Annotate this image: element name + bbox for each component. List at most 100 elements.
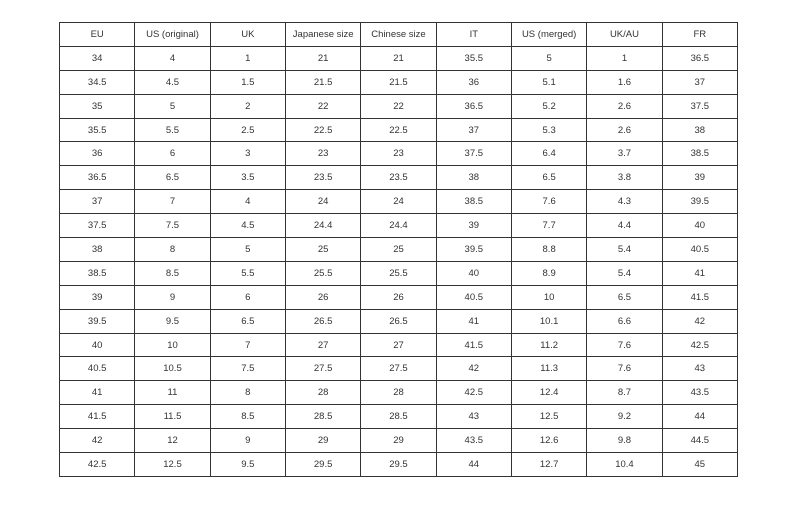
table-cell: 38	[58, 237, 136, 262]
table-cell: 11	[134, 380, 211, 406]
table-cell: 11.2	[510, 332, 588, 358]
table-cell: 39.5	[435, 237, 512, 262]
table-row: 34 4 1 21 21 35.5 5 1 36.5	[58, 45, 739, 71]
table-cell: 4	[134, 45, 211, 71]
table-cell: 36.5	[661, 45, 739, 71]
table-cell: 10.4	[586, 452, 663, 477]
table-cell: 7.5	[209, 356, 286, 382]
table-cell: 12.4	[510, 380, 588, 406]
table-cell: 9	[209, 428, 286, 454]
table-cell: 12.6	[510, 428, 588, 454]
table-cell: 36	[435, 69, 512, 95]
table-cell: 7.7	[510, 213, 588, 239]
table-cell: 8	[134, 237, 211, 262]
table-cell: 28.5	[284, 404, 362, 430]
table-cell: 40	[435, 260, 512, 286]
table-cell: 8	[209, 380, 286, 406]
table-cell: 5	[134, 93, 211, 119]
table-cell: 35	[58, 93, 136, 119]
table-cell: 34.5	[58, 69, 136, 95]
table-cell: 37.5	[661, 93, 739, 119]
table-cell: 3.5	[209, 165, 286, 191]
table-cell: 8.5	[209, 404, 286, 430]
table-cell: 36	[58, 141, 136, 167]
table-cell: 37	[58, 189, 136, 215]
table-cell: 43.5	[661, 380, 739, 406]
table-cell: 11.3	[510, 356, 588, 382]
table-cell: 41.5	[661, 284, 739, 310]
table-cell: 37.5	[435, 141, 512, 167]
table-row: 40 10 7 27 27 41.5 11.2 7.6 42.5	[58, 332, 739, 358]
table-cell: 2.6	[586, 93, 663, 119]
table-cell: 40.5	[435, 284, 512, 310]
table-cell: 12.5	[510, 404, 588, 430]
table-cell: 5.2	[510, 93, 588, 119]
table-row: 37 7 4 24 24 38.5 7.6 4.3 39.5	[58, 189, 739, 215]
table-cell: 29	[360, 428, 437, 454]
column-header: UK	[209, 22, 286, 47]
table-cell: 26.5	[360, 308, 437, 334]
table-cell: 29.5	[284, 452, 362, 477]
table-cell: 39.5	[661, 189, 739, 215]
table-cell: 11.5	[134, 404, 211, 430]
table-cell: 26	[284, 284, 362, 310]
table-cell: 9.5	[209, 452, 286, 477]
table-cell: 40	[661, 213, 739, 239]
table-cell: 27.5	[360, 356, 437, 382]
table-cell: 28	[360, 380, 437, 406]
table-row: 42.5 12.5 9.5 29.5 29.5 44 12.7 10.4 45	[58, 452, 739, 477]
table-cell: 25	[284, 237, 362, 262]
table-cell: 34	[58, 45, 136, 71]
table-cell: 5.5	[134, 117, 211, 143]
column-header: UK/AU	[586, 22, 663, 47]
table-cell: 40.5	[58, 356, 136, 382]
table-cell: 42	[58, 428, 136, 454]
table-cell: 6.6	[586, 308, 663, 334]
table-row: 39.5 9.5 6.5 26.5 26.5 41 10.1 6.6 42	[58, 308, 739, 334]
table-cell: 6.5	[586, 284, 663, 310]
table-cell: 43.5	[435, 428, 512, 454]
table-cell: 44.5	[661, 428, 739, 454]
table-cell: 2.5	[209, 117, 286, 143]
table-cell: 5.4	[586, 237, 663, 262]
table-cell: 26	[360, 284, 437, 310]
table-cell: 4.3	[586, 189, 663, 215]
table-cell: 6	[134, 141, 211, 167]
table-cell: 10.5	[134, 356, 211, 382]
table-row: 40.5 10.5 7.5 27.5 27.5 42 11.3 7.6 43	[58, 356, 739, 382]
table-cell: 24.4	[360, 213, 437, 239]
table-cell: 41.5	[58, 404, 136, 430]
table-cell: 12.7	[510, 452, 588, 477]
table-row: 38.5 8.5 5.5 25.5 25.5 40 8.9 5.4 41	[58, 260, 739, 286]
table-cell: 37	[435, 117, 512, 143]
table-cell: 37.5	[58, 213, 136, 239]
table-cell: 24	[360, 189, 437, 215]
table-cell: 7.6	[510, 189, 588, 215]
table-cell: 44	[661, 404, 739, 430]
column-header: Chinese size	[360, 22, 437, 47]
table-cell: 27.5	[284, 356, 362, 382]
table-row: 42 12 9 29 29 43.5 12.6 9.8 44.5	[58, 428, 739, 454]
table-cell: 6.5	[209, 308, 286, 334]
table-cell: 22.5	[360, 117, 437, 143]
table-cell: 26.5	[284, 308, 362, 334]
table-cell: 28.5	[360, 404, 437, 430]
table-cell: 23.5	[284, 165, 362, 191]
column-header: EU	[58, 22, 136, 47]
table-cell: 40.5	[661, 237, 739, 262]
table-cell: 6.5	[510, 165, 588, 191]
table-cell: 41	[661, 260, 739, 286]
table-cell: 9.8	[586, 428, 663, 454]
size-conversion-table: EU US (original) UK Japanese size Chinese si…	[58, 22, 739, 477]
table-cell: 2.6	[586, 117, 663, 143]
table-cell: 10.1	[510, 308, 588, 334]
table-cell: 3.8	[586, 165, 663, 191]
table-cell: 5	[209, 237, 286, 262]
table-cell: 12.5	[134, 452, 211, 477]
table-cell: 4.5	[134, 69, 211, 95]
table-row: 36.5 6.5 3.5 23.5 23.5 38 6.5 3.8 39	[58, 165, 739, 191]
table-cell: 43	[435, 404, 512, 430]
table-cell: 2	[209, 93, 286, 119]
table-row: 35 5 2 22 22 36.5 5.2 2.6 37.5	[58, 93, 739, 119]
table-cell: 5.5	[209, 260, 286, 286]
